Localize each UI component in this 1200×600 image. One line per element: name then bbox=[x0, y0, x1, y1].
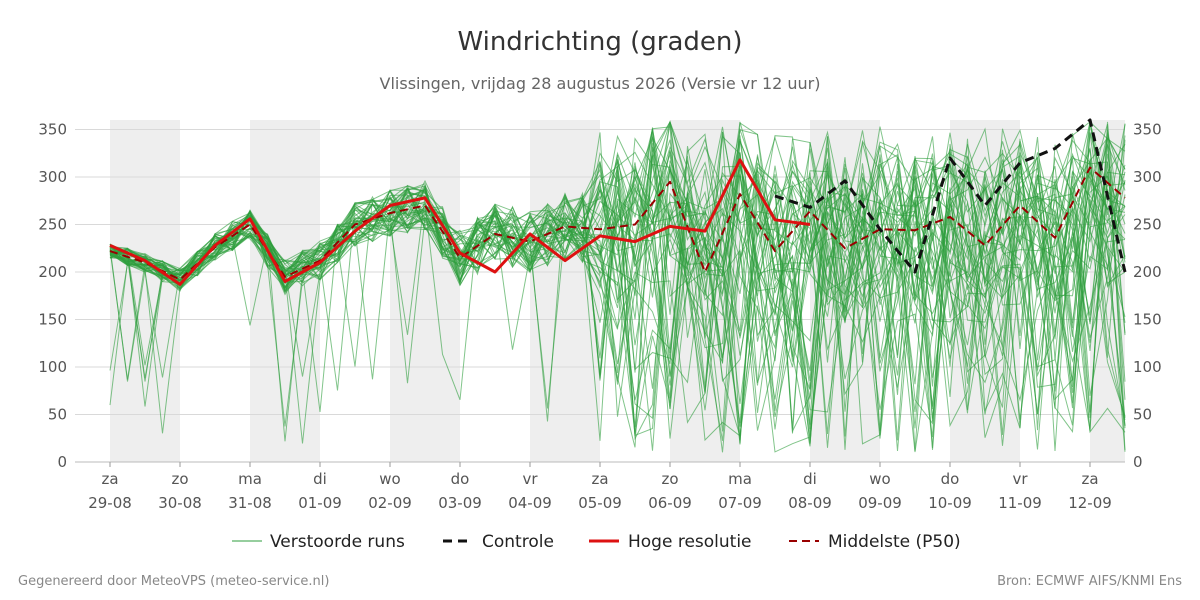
legend-item-control[interactable]: Controle bbox=[443, 532, 554, 552]
x-tick-date-06-09: 06-09 bbox=[648, 494, 692, 512]
x-tick-day-29-08: za bbox=[101, 470, 118, 488]
y-tick-right-50: 50 bbox=[1133, 406, 1152, 424]
y-tick-right-100: 100 bbox=[1133, 358, 1162, 376]
series-controle bbox=[774, 118, 1127, 274]
y-tick-left-200: 200 bbox=[38, 263, 67, 281]
x-tick-date-01-09: 01-09 bbox=[298, 494, 342, 512]
legend-item-median[interactable]: Middelste (P50) bbox=[789, 532, 961, 552]
ensemble-member-36 bbox=[109, 123, 1126, 451]
ensemble-member-46 bbox=[109, 132, 1126, 452]
x-axis: za 29-08 zo 30-08 ma 31-08 di 01-09 wo 02-09 do 03-… bbox=[88, 462, 1112, 512]
weekend-band-0 bbox=[110, 120, 180, 462]
legend-item-perturbed[interactable]: Verstoorde runs bbox=[232, 532, 405, 552]
x-tick-date-09-09: 09-09 bbox=[858, 494, 902, 512]
y-tick-left-150: 150 bbox=[38, 311, 67, 329]
y-tick-right-200: 200 bbox=[1133, 263, 1162, 281]
x-tick-day-07-09: ma bbox=[728, 470, 752, 488]
x-tick-date-07-09: 07-09 bbox=[718, 494, 762, 512]
legend-label-median: Middelste (P50) bbox=[828, 532, 961, 552]
x-tick-day-31-08: ma bbox=[238, 470, 262, 488]
x-tick-day-09-09: wo bbox=[869, 470, 890, 488]
x-tick-day-03-09: do bbox=[451, 470, 470, 488]
legend-item-high-res[interactable]: Hoge resolutie bbox=[589, 532, 752, 552]
x-tick-date-08-09: 08-09 bbox=[788, 494, 832, 512]
y-tick-left-0: 0 bbox=[57, 453, 67, 471]
legend-label-high-res: Hoge resolutie bbox=[628, 532, 752, 552]
chart-title: Windrichting (graden) bbox=[457, 27, 742, 57]
ensemble-member-45 bbox=[109, 152, 1126, 415]
x-tick-date-31-08: 31-08 bbox=[228, 494, 272, 512]
y-axis-right: 0 50 100 150 200 250 300 350 bbox=[1133, 121, 1162, 472]
x-tick-day-01-09: di bbox=[313, 470, 327, 488]
x-tick-day-30-08: zo bbox=[171, 470, 188, 488]
chart-subtitle: Vlissingen, vrijdag 28 augustus 2026 (Ve… bbox=[380, 74, 821, 93]
y-axis-left: 0 50 100 150 200 250 300 350 bbox=[38, 121, 67, 472]
main-series bbox=[109, 118, 1127, 286]
x-tick-date-05-09: 05-09 bbox=[578, 494, 622, 512]
y-tick-left-350: 350 bbox=[38, 121, 67, 139]
y-tick-left-300: 300 bbox=[38, 168, 67, 186]
ensemble-member-40 bbox=[109, 146, 1126, 436]
x-tick-date-10-09: 10-09 bbox=[928, 494, 972, 512]
y-tick-right-300: 300 bbox=[1133, 168, 1162, 186]
x-tick-date-30-08: 30-08 bbox=[158, 494, 202, 512]
ensemble-member-49 bbox=[109, 122, 1126, 435]
x-tick-day-05-09: za bbox=[591, 470, 608, 488]
x-tick-date-04-09: 04-09 bbox=[508, 494, 552, 512]
x-tick-date-29-08: 29-08 bbox=[88, 494, 132, 512]
x-tick-day-11-09: vr bbox=[1012, 470, 1028, 488]
x-tick-date-11-09: 11-09 bbox=[998, 494, 1042, 512]
footer-source: Bron: ECMWF AIFS/KNMI Ens bbox=[997, 574, 1182, 589]
y-tick-left-50: 50 bbox=[48, 406, 67, 424]
x-tick-date-12-09: 12-09 bbox=[1068, 494, 1112, 512]
legend-label-perturbed: Verstoorde runs bbox=[270, 532, 405, 552]
y-tick-left-100: 100 bbox=[38, 358, 67, 376]
legend: Verstoorde runs Controle Hoge resolutie … bbox=[232, 532, 961, 552]
y-tick-right-0: 0 bbox=[1133, 453, 1143, 471]
ensemble-member-50 bbox=[109, 126, 1126, 436]
x-tick-date-03-09: 03-09 bbox=[438, 494, 482, 512]
y-tick-right-150: 150 bbox=[1133, 311, 1162, 329]
footer-generated-by: Gegenereerd door MeteoVPS (meteo-service… bbox=[18, 574, 329, 589]
x-tick-day-04-09: vr bbox=[522, 470, 538, 488]
y-tick-right-350: 350 bbox=[1133, 121, 1162, 139]
x-tick-day-08-09: di bbox=[803, 470, 817, 488]
y-tick-right-250: 250 bbox=[1133, 216, 1162, 234]
series-hoge-resolutie bbox=[109, 158, 811, 286]
x-tick-day-06-09: zo bbox=[661, 470, 678, 488]
x-tick-day-12-09: za bbox=[1081, 470, 1098, 488]
weekend-band-3 bbox=[530, 120, 600, 462]
ensemble-member-35 bbox=[109, 122, 1126, 444]
x-tick-date-02-09: 02-09 bbox=[368, 494, 412, 512]
legend-label-control: Controle bbox=[482, 532, 554, 552]
x-tick-day-02-09: wo bbox=[379, 470, 400, 488]
y-tick-left-250: 250 bbox=[38, 216, 67, 234]
x-tick-day-10-09: do bbox=[941, 470, 960, 488]
